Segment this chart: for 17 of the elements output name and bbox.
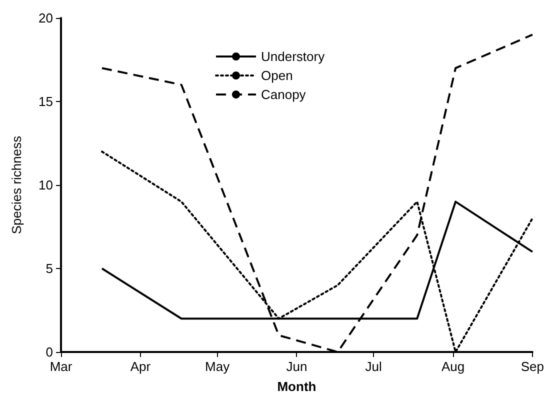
x-tick-label: Mar <box>50 359 73 374</box>
x-tick-label: May <box>205 359 230 374</box>
legend-label: Open <box>261 68 293 83</box>
y-tick-label: 10 <box>38 178 53 192</box>
y-tick-label: 5 <box>46 261 53 276</box>
x-tick-label: Sep <box>520 359 544 374</box>
x-tick-label: Jul <box>365 359 382 374</box>
legend-label: Understory <box>261 49 326 64</box>
y-tick-label: 15 <box>38 94 53 109</box>
y-tick-label: 20 <box>38 10 53 26</box>
y-axis-title: Species richness <box>9 135 24 234</box>
legend-label: Canopy <box>261 87 306 102</box>
x-tick-label: Jun <box>286 359 308 374</box>
x-tick-label: Apr <box>130 359 152 374</box>
y-tick-label: 0 <box>46 344 53 360</box>
x-tick-label: Aug <box>441 359 465 374</box>
x-axis-title: Month <box>277 379 316 394</box>
